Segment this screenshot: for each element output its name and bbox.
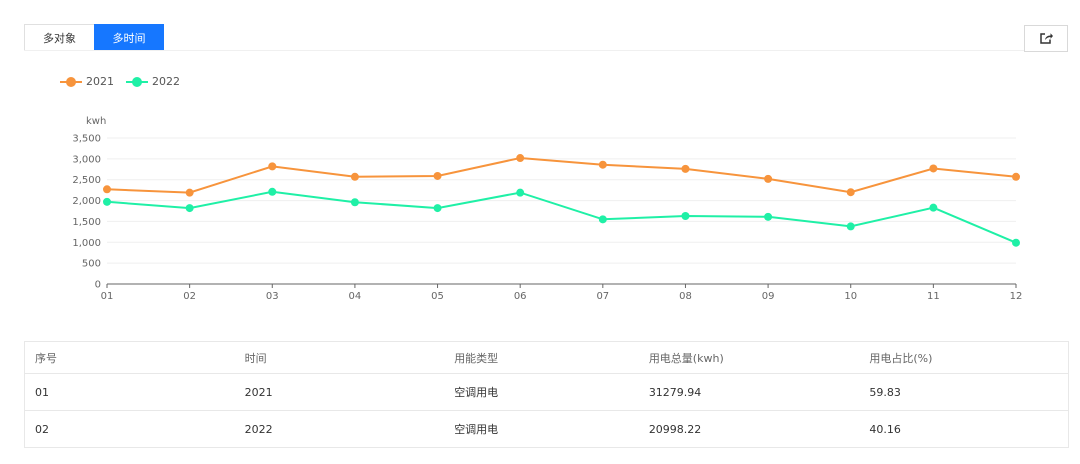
x-tick-label: 07 — [596, 291, 609, 302]
table-row: 02 2022 空调用电 20998.22 40.16 — [25, 410, 1068, 447]
y-tick-label: 0 — [95, 280, 101, 291]
data-point-2022 — [764, 212, 773, 221]
cell-usage-ratio: 59.83 — [869, 385, 901, 399]
line-chart: kwh 0 500 1,000 1,500 2,000 2,500 3,000 3,500 01 0… — [72, 116, 1023, 302]
x-tick-label: 02 — [183, 291, 196, 302]
data-point-2022 — [598, 215, 607, 224]
legend-item-2021[interactable]: 2021 — [60, 75, 114, 88]
data-point-2022 — [681, 212, 690, 221]
data-point-2022 — [516, 188, 525, 197]
data-point-2021 — [764, 174, 773, 183]
table-row: 01 2021 空调用电 31279.94 59.83 — [25, 373, 1068, 410]
data-point-2022 — [185, 204, 194, 213]
cell-time: 2022 — [244, 422, 273, 436]
header-usage-ratio: 用电占比(%) — [869, 351, 933, 365]
data-point-2022 — [1012, 238, 1020, 247]
x-tick-label: 05 — [431, 291, 444, 302]
x-tick-label: 11 — [927, 291, 940, 302]
header-index: 序号 — [35, 351, 57, 365]
legend-label-2021: 2021 — [86, 75, 114, 88]
series-line-2021 — [106, 156, 1017, 194]
header-total-usage: 用电总量(kwh) — [648, 351, 724, 365]
data-point-2021 — [516, 154, 525, 163]
x-tick-label: 09 — [762, 291, 775, 302]
data-point-2021 — [598, 160, 607, 169]
y-axis-unit-label: kwh — [86, 116, 106, 127]
data-point-2021 — [350, 172, 359, 181]
export-button[interactable] — [1024, 25, 1068, 52]
tabs-divider — [24, 50, 1068, 51]
data-point-2021 — [846, 188, 855, 197]
share-export-icon — [1040, 33, 1053, 44]
header-energy-type: 用能类型 — [454, 351, 499, 365]
data-point-2021 — [185, 188, 194, 197]
data-point-2022 — [350, 198, 359, 207]
data-point-2021 — [929, 164, 938, 173]
data-point-2022 — [268, 187, 277, 196]
cell-index: 02 — [35, 422, 49, 436]
cell-total-usage: 31279.94 — [648, 385, 702, 399]
data-point-2022 — [103, 197, 111, 206]
y-tick-label: 2,000 — [72, 196, 101, 207]
cell-energy-type: 空调用电 — [454, 386, 499, 399]
data-point-2022 — [433, 204, 442, 213]
cell-usage-ratio: 40.16 — [869, 422, 901, 436]
x-tick-label: 10 — [844, 291, 857, 302]
y-tick-label: 3,000 — [72, 154, 101, 165]
cell-index: 01 — [35, 385, 49, 399]
x-tick-label: 08 — [679, 291, 692, 302]
y-tick-label: 1,500 — [72, 217, 101, 228]
y-tick-label: 500 — [82, 259, 101, 270]
chart-legend: 2021 2022 — [60, 75, 180, 88]
legend-item-2022[interactable]: 2022 — [126, 75, 180, 88]
header-time: 时间 — [244, 351, 267, 365]
data-point-2022 — [929, 203, 938, 212]
data-point-2022 — [846, 222, 855, 231]
x-tick-label: 12 — [1010, 291, 1023, 302]
series-line-2022 — [106, 190, 1017, 244]
tab-multi-time[interactable]: 多时间 — [94, 24, 164, 51]
cell-energy-type: 空调用电 — [454, 423, 499, 436]
legend-label-2022: 2022 — [152, 75, 180, 88]
x-tick-label: 04 — [349, 291, 362, 302]
data-point-2021 — [1012, 172, 1020, 181]
y-tick-label: 1,000 — [72, 238, 101, 249]
y-tick-label: 3,500 — [72, 134, 101, 145]
data-point-2021 — [103, 185, 111, 194]
y-tick-label: 2,500 — [72, 175, 101, 186]
energy-table: 序号 时间 用能类型 用电总量(kwh) 用电占比(%) 01 2021 空调用… — [24, 341, 1069, 448]
cell-total-usage: 20998.22 — [648, 422, 702, 436]
legend-marker-2022 — [126, 76, 148, 88]
table-header-row: 序号 时间 用能类型 用电总量(kwh) 用电占比(%) — [25, 342, 1068, 373]
legend-marker-2021 — [60, 76, 82, 88]
x-tick-label: 01 — [101, 291, 114, 302]
data-point-2021 — [433, 171, 442, 180]
view-mode-tabs: 多对象 多时间 — [24, 24, 164, 51]
data-point-2021 — [268, 162, 277, 171]
x-tick-label: 03 — [266, 291, 279, 302]
cell-time: 2021 — [244, 385, 273, 399]
x-tick-label: 06 — [514, 291, 527, 302]
data-point-2021 — [681, 164, 690, 173]
tab-multi-object[interactable]: 多对象 — [24, 24, 94, 51]
